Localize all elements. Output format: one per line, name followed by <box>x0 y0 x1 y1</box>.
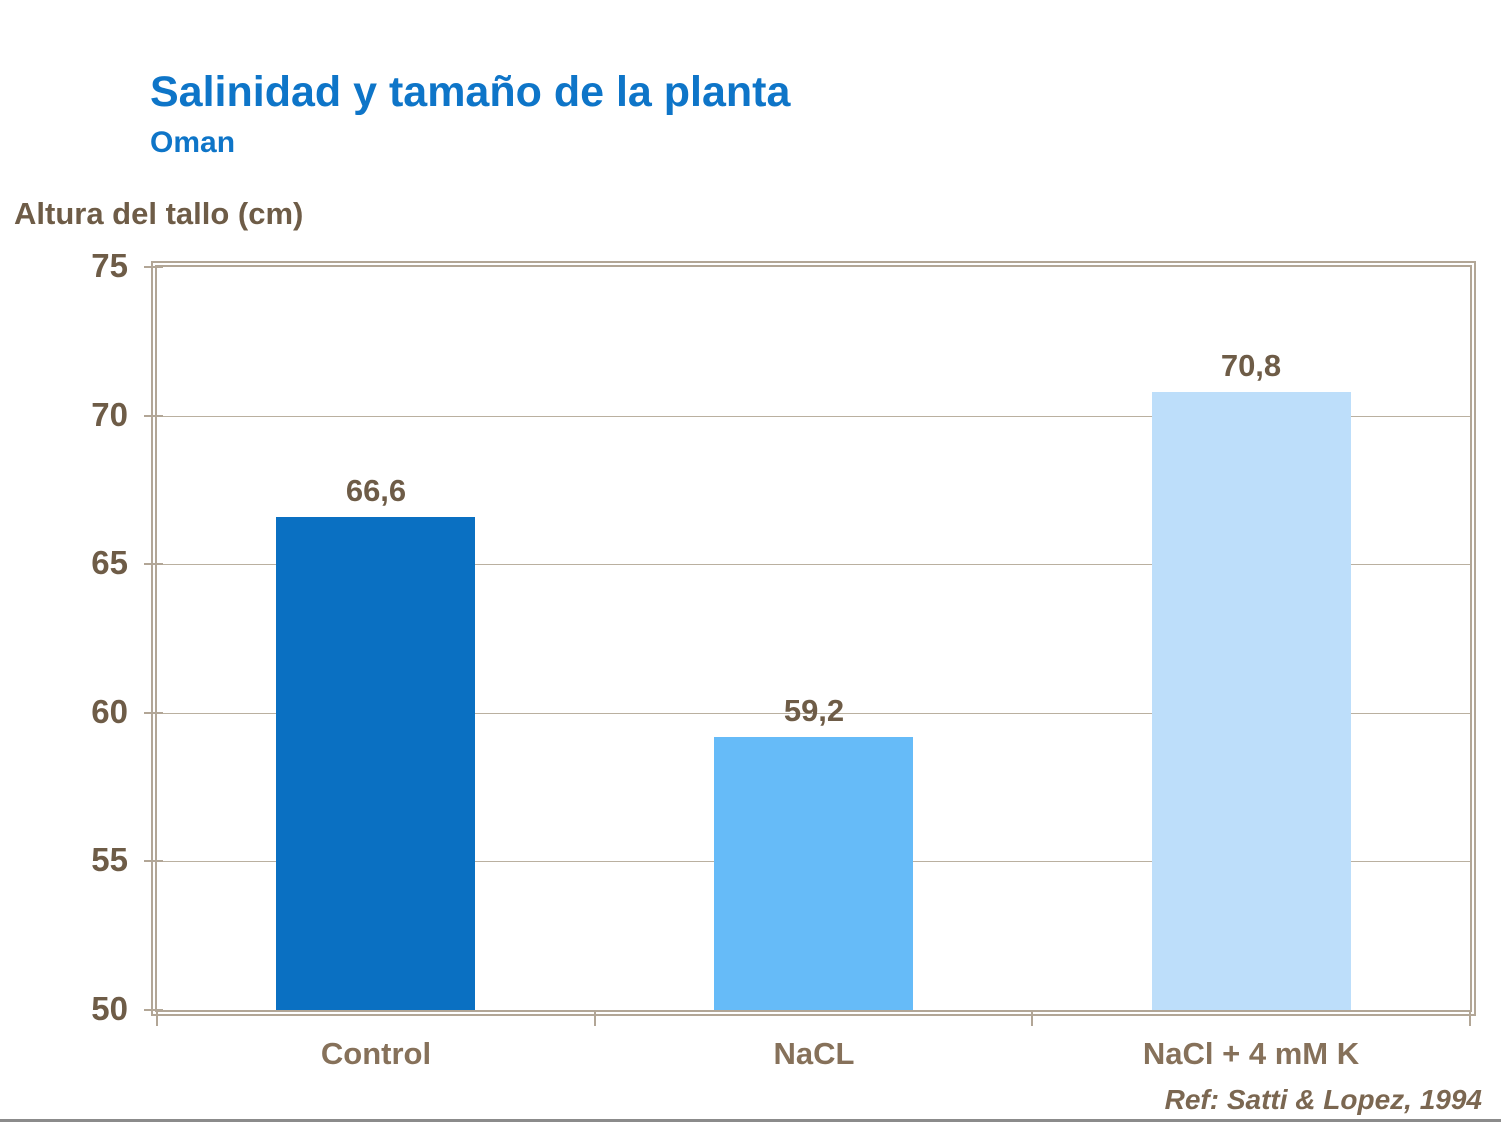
bar-nacl <box>714 737 913 1010</box>
gridline-60 <box>157 713 1470 714</box>
reference-text: Ref: Satti & Lopez, 1994 <box>1164 1084 1482 1115</box>
x-boundary-tick-2 <box>1031 1012 1033 1026</box>
x-category-label-nacl: NaCL <box>773 1036 855 1071</box>
bar-value-control: 66,6 <box>345 473 407 508</box>
bar-value-nacl-4-mm-k: 70,8 <box>1220 348 1282 383</box>
y-tick-label-75: 75 <box>91 247 128 284</box>
chart-title: Salinidad y tamaño de la planta <box>150 68 791 116</box>
y-tick-60 <box>144 712 163 714</box>
y-axis-title: Altura del tallo (cm) <box>14 196 304 231</box>
y-tick-70 <box>144 415 163 417</box>
x-boundary-tick-0 <box>156 1012 158 1026</box>
bar-control <box>276 517 475 1010</box>
y-tick-label-70: 70 <box>91 396 128 433</box>
y-tick-55 <box>144 860 163 862</box>
y-tick-50 <box>144 1009 163 1011</box>
x-boundary-tick-3 <box>1469 1012 1471 1026</box>
gridline-65 <box>157 564 1470 565</box>
bar-value-nacl: 59,2 <box>783 693 845 728</box>
gridline-70 <box>157 416 1470 417</box>
bar-nacl-4-mm-k <box>1152 392 1351 1010</box>
y-tick-65 <box>144 563 163 565</box>
chart-subtitle: Oman <box>150 126 236 159</box>
y-tick-label-65: 65 <box>91 544 128 581</box>
bottom-rule <box>0 1119 1501 1122</box>
y-tick-label-55: 55 <box>91 841 128 878</box>
x-category-label-control: Control <box>320 1036 432 1071</box>
x-boundary-tick-1 <box>594 1012 596 1026</box>
x-category-label-nacl-4-mm-k: NaCl + 4 mM K <box>1142 1036 1360 1071</box>
y-tick-75 <box>144 266 163 268</box>
y-tick-label-50: 50 <box>91 990 128 1027</box>
y-tick-label-60: 60 <box>91 693 128 730</box>
